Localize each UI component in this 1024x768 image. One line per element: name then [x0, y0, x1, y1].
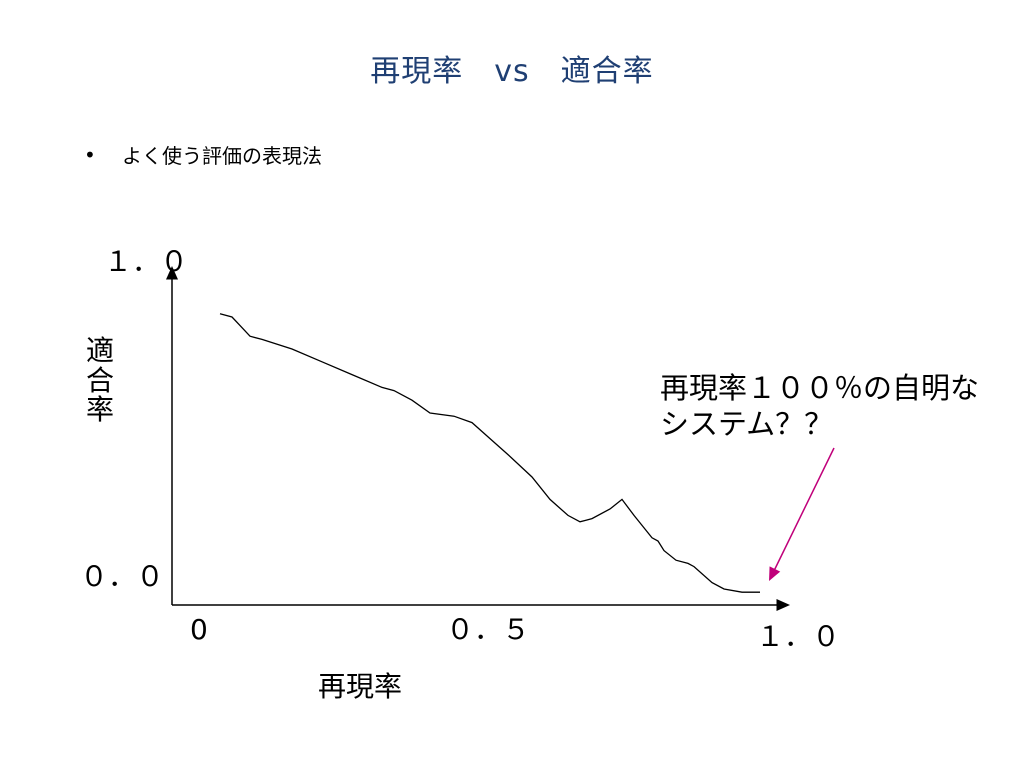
- y-tick-bottom: ０．０: [80, 560, 165, 593]
- x-tick-start: 0: [190, 613, 208, 646]
- x-tick-mid: ０．５: [446, 613, 531, 646]
- bullet-dot: •: [84, 142, 96, 167]
- x-axis-label: 再現率: [318, 670, 403, 703]
- precision-recall-curve: [219, 313, 760, 593]
- y-tick-top: １．０: [104, 245, 189, 278]
- annotation-text: 再現率１００％の自明なシステム？？: [660, 371, 980, 442]
- x-tick-end: １．０: [756, 620, 841, 653]
- slide-title: 再現率 vs 適合率: [370, 54, 654, 89]
- bullet-text: よく使う評価の表現法: [122, 144, 322, 168]
- y-axis-label: 適合率: [85, 334, 114, 427]
- annotation-arrow: [769, 447, 835, 582]
- bullet-item: • よく使う評価の表現法: [84, 140, 322, 169]
